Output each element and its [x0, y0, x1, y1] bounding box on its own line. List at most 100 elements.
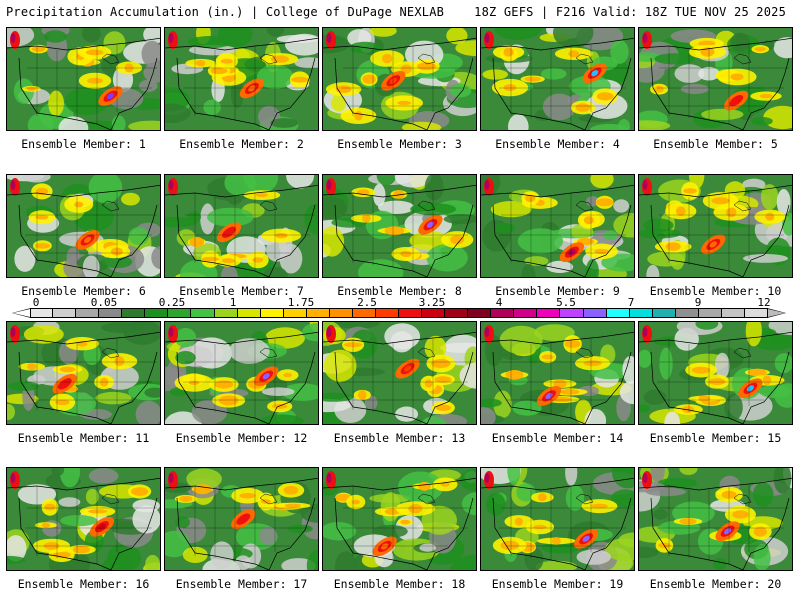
ensemble-member-label: Ensemble Member: 2 [179, 137, 304, 151]
colorbar-swatch [375, 309, 399, 317]
colorbar-tick-label: 0.25 [158, 296, 186, 309]
ensemble-member-map[interactable] [164, 27, 319, 131]
precip-field [481, 28, 634, 130]
colorbar-swatch [30, 309, 54, 317]
ensemble-member-map[interactable] [164, 174, 319, 278]
precip-field [639, 322, 792, 424]
colorbar-tick-label: 2.5 [357, 296, 377, 309]
precip-field [481, 468, 634, 570]
ensemble-member-map[interactable] [322, 27, 477, 131]
ensemble-member-label: Ensemble Member: 12 [175, 431, 308, 445]
colorbar-swatch [99, 309, 123, 317]
ensemble-member-map[interactable] [480, 321, 635, 425]
colorbar-tick-label: 0.05 [90, 296, 118, 309]
ensemble-member-label: Ensemble Member: 7 [179, 284, 304, 298]
ensemble-member-label: Ensemble Member: 13 [333, 431, 466, 445]
colorbar-swatch [329, 309, 353, 317]
ensemble-member-map[interactable] [322, 467, 477, 571]
colorbar-swatch [698, 309, 722, 317]
colorbar-swatch [214, 309, 238, 317]
ensemble-member-map[interactable] [164, 467, 319, 571]
ensemble-member-map[interactable] [6, 467, 161, 571]
colorbar-swatch [652, 309, 676, 317]
colorbar-swatch [352, 309, 376, 317]
colorbar-tick-label: 0 [32, 296, 40, 309]
colorbar-tick-label: 5.5 [556, 296, 576, 309]
ensemble-member-map[interactable] [638, 321, 793, 425]
precip-field [639, 175, 792, 277]
ensemble-member-label: Ensemble Member: 8 [337, 284, 462, 298]
ensemble-member-map[interactable] [6, 321, 161, 425]
precip-field [481, 175, 634, 277]
colorbar-swatch [422, 309, 446, 317]
colorbar-swatch [168, 309, 192, 317]
colorbar-swatch [606, 309, 630, 317]
colorbar-swatch [306, 309, 330, 317]
colorbar-swatch [260, 309, 284, 317]
ensemble-member-label: Ensemble Member: 6 [21, 284, 146, 298]
colorbar-swatch [237, 309, 261, 317]
precip-field [323, 175, 476, 277]
ensemble-member-map[interactable] [164, 321, 319, 425]
ensemble-member-label: Ensemble Member: 11 [17, 431, 150, 445]
ensemble-member-label: Ensemble Member: 16 [17, 577, 150, 591]
colorbar-swatch [514, 309, 538, 317]
ensemble-member-label: Ensemble Member: 4 [495, 137, 620, 151]
colorbar-swatch [675, 309, 699, 317]
precip-field [7, 175, 160, 277]
colorbar-tick-label: 9 [694, 296, 702, 309]
colorbar-tick-label: 3.25 [418, 296, 446, 309]
colorbar-swatch [468, 309, 492, 317]
ensemble-member-map[interactable] [322, 174, 477, 278]
colorbar-swatch [445, 309, 469, 317]
precip-field [165, 322, 318, 424]
ensemble-member-label: Ensemble Member: 18 [333, 577, 466, 591]
colorbar-swatch [629, 309, 653, 317]
precip-field [323, 468, 476, 570]
colorbar-swatch [537, 309, 561, 317]
precip-field [7, 28, 160, 130]
colorbar-swatch [191, 309, 215, 317]
colorbar-right-arrow-fill [768, 309, 785, 317]
colorbar-tick-label: 4 [495, 296, 503, 309]
page-title: Precipitation Accumulation (in.) | Colle… [6, 5, 445, 19]
ensemble-member-map[interactable] [322, 321, 477, 425]
colorbar-swatch [76, 309, 100, 317]
colorbar-left-arrow-fill [13, 309, 30, 317]
colorbar-swatch [399, 309, 423, 317]
ensemble-member-map[interactable] [6, 27, 161, 131]
colorbar-swatch [721, 309, 745, 317]
ensemble-member-map[interactable] [480, 174, 635, 278]
colorbar-swatch [122, 309, 146, 317]
ensemble-member-map[interactable] [6, 174, 161, 278]
ensemble-member-map[interactable] [638, 27, 793, 131]
ensemble-member-label: Ensemble Member: 14 [491, 431, 624, 445]
ensemble-member-label: Ensemble Member: 1 [21, 137, 146, 151]
colorbar-swatch [491, 309, 515, 317]
run-valid-time: 18Z GEFS | F216 Valid: 18Z TUE NOV 25 20… [474, 5, 786, 19]
ensemble-member-label: Ensemble Member: 3 [337, 137, 462, 151]
ensemble-member-map[interactable] [638, 467, 793, 571]
colorbar-swatch [583, 309, 607, 317]
colorbar-tick-label: 1 [229, 296, 237, 309]
colorbar [30, 309, 768, 317]
colorbar-tick-label: 12 [757, 296, 771, 309]
ensemble-member-map[interactable] [638, 174, 793, 278]
ensemble-member-map[interactable] [480, 27, 635, 131]
ensemble-member-label: Ensemble Member: 19 [491, 577, 624, 591]
precip-field [639, 468, 792, 570]
colorbar-swatch [560, 309, 584, 317]
colorbar-tick-label: 1.75 [287, 296, 315, 309]
precip-field [323, 322, 476, 424]
precip-field [639, 28, 792, 130]
ensemble-member-label: Ensemble Member: 15 [649, 431, 782, 445]
colorbar-swatch [145, 309, 169, 317]
colorbar-swatch [744, 309, 768, 317]
ensemble-member-label: Ensemble Member: 9 [495, 284, 620, 298]
colorbar-swatch [283, 309, 307, 317]
precip-field [165, 28, 318, 130]
colorbar-tick-label: 7 [627, 296, 635, 309]
ensemble-member-map[interactable] [480, 467, 635, 571]
ensemble-member-label: Ensemble Member: 5 [653, 137, 778, 151]
precip-field [7, 322, 160, 424]
